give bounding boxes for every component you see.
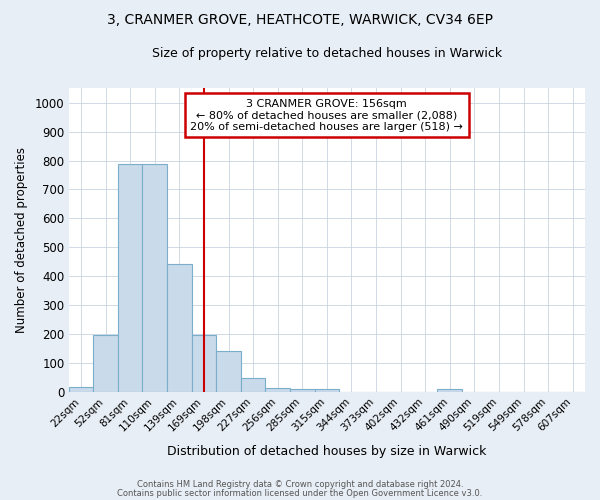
Bar bbox=[265, 388, 290, 392]
Y-axis label: Number of detached properties: Number of detached properties bbox=[15, 147, 28, 333]
Bar bbox=[142, 164, 167, 392]
Bar bbox=[314, 390, 339, 392]
Bar bbox=[167, 264, 191, 392]
Bar bbox=[69, 387, 94, 392]
Title: Size of property relative to detached houses in Warwick: Size of property relative to detached ho… bbox=[152, 48, 502, 60]
Text: Contains public sector information licensed under the Open Government Licence v3: Contains public sector information licen… bbox=[118, 488, 482, 498]
Bar bbox=[437, 390, 462, 392]
Bar bbox=[290, 390, 314, 392]
Bar bbox=[241, 378, 265, 392]
Text: 3, CRANMER GROVE, HEATHCOTE, WARWICK, CV34 6EP: 3, CRANMER GROVE, HEATHCOTE, WARWICK, CV… bbox=[107, 12, 493, 26]
Bar bbox=[118, 164, 142, 392]
Text: 3 CRANMER GROVE: 156sqm
← 80% of detached houses are smaller (2,088)
20% of semi: 3 CRANMER GROVE: 156sqm ← 80% of detache… bbox=[190, 98, 463, 132]
Bar bbox=[216, 351, 241, 393]
X-axis label: Distribution of detached houses by size in Warwick: Distribution of detached houses by size … bbox=[167, 444, 487, 458]
Text: Contains HM Land Registry data © Crown copyright and database right 2024.: Contains HM Land Registry data © Crown c… bbox=[137, 480, 463, 489]
Bar bbox=[191, 336, 216, 392]
Bar bbox=[94, 336, 118, 392]
